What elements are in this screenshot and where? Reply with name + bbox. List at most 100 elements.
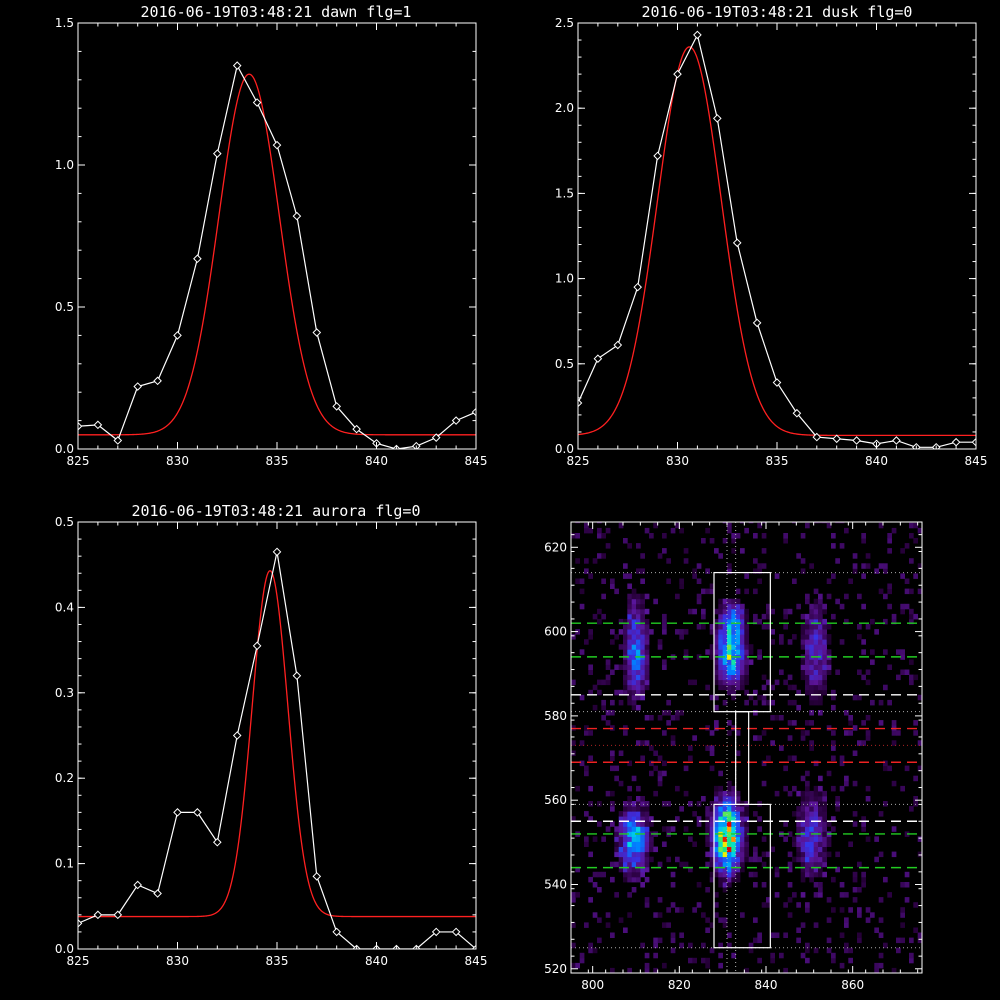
panel-3-heat-cell <box>800 841 806 847</box>
panel-3-heat-cell <box>831 876 836 883</box>
panel-3-heat-cell <box>722 826 728 832</box>
panel-3-heat-cell <box>636 841 641 847</box>
panel-3-heat-cell <box>640 664 645 670</box>
panel-3-heat-cell <box>610 639 615 645</box>
panel-3-heat-cell <box>709 841 715 847</box>
panel-3-heat-cell <box>657 770 663 777</box>
panel-3-heat-cell <box>822 836 827 842</box>
panel-3-heat-cell <box>753 533 758 539</box>
panel-3-heat-cell <box>813 806 819 812</box>
panel-3-heat-cell <box>917 937 922 944</box>
panel-3-heat-cell <box>731 669 736 675</box>
panel-3-heat-cell <box>800 856 806 863</box>
panel-3-heat-cell <box>718 664 723 670</box>
panel-3-heat-cell <box>757 937 762 944</box>
panel-3-heat-cell <box>640 578 645 584</box>
dusk-profile-panel: 2016-06-19T03:48:21 dusk flg=0 825 830 835… <box>555 3 988 468</box>
panel-3-heat-cell <box>809 613 814 620</box>
panel-3-heat-cell <box>584 522 589 529</box>
panel-3-heat-cell <box>623 674 628 681</box>
panel-3-heat-cell <box>740 811 745 817</box>
panel-3-heat-cell <box>818 679 823 686</box>
panel-3-heat-cell <box>757 568 762 574</box>
panel-3-heat-cell <box>740 841 745 847</box>
panel-3-heat-cell <box>670 527 676 534</box>
panel-3-heat-cell <box>813 871 819 878</box>
panel-3-heat-cell <box>796 790 801 797</box>
panel-3-heat-cell <box>848 715 853 721</box>
panel-3-heat-cell <box>597 608 602 615</box>
panel-3-heat-cell <box>623 669 628 675</box>
panel-3-heat-cell <box>796 856 801 863</box>
panel-0-data-point <box>133 382 143 391</box>
panel-3-heat-cell <box>774 573 780 579</box>
panel-3-heat-cell <box>852 553 858 559</box>
panel-3-heat-cell <box>813 861 819 868</box>
panel-3-heat-cell <box>644 806 650 812</box>
panel-3-heat-cell <box>592 912 598 918</box>
panel-3-heat-cell <box>696 624 702 630</box>
panel-3-heat-cell <box>627 659 632 665</box>
panel-3-heat-cell <box>584 922 589 928</box>
panel-3-heat-cell <box>861 882 866 888</box>
panel-3-heat-cell <box>727 527 732 534</box>
panel-3-heat-cell <box>727 882 732 888</box>
panel-3-heat-cell <box>597 887 602 893</box>
panel-3-heat-cell <box>744 856 749 863</box>
panel-3-heat-cell <box>644 967 650 973</box>
panel-3-heat-cell <box>766 851 771 858</box>
panel-3-heat-cell <box>735 674 741 681</box>
panel-3-heat-cell <box>610 750 615 756</box>
panel-3-heat-cell <box>909 533 914 539</box>
panel-3-heat-cell <box>666 710 671 716</box>
panel-3-heat-cell <box>844 593 849 600</box>
panel-3-heat-cell <box>878 720 884 726</box>
panel-3-heat-cell <box>653 790 658 797</box>
panel-3-heat-cell <box>631 629 637 635</box>
panel-2-xtick-label: 825 <box>67 954 90 968</box>
panel-3-heat-cell <box>818 649 823 655</box>
panel-3-heat-cell <box>796 851 801 858</box>
panel-3-heat-cell <box>636 821 641 827</box>
panel-3-heat-cell <box>917 563 922 569</box>
panel-3-heat-cell <box>688 801 693 807</box>
panel-3-heat-cell <box>601 593 606 600</box>
panel-3-heat-cell <box>631 816 637 822</box>
panel-3-heat-cell <box>748 644 754 650</box>
panel-3-heat-cell <box>588 527 593 534</box>
panel-3-heat-cell <box>787 699 793 706</box>
panel-3-heat-cell <box>874 836 879 842</box>
panel-3-heat-cell <box>796 603 801 610</box>
panel-3-heat-cell <box>623 684 628 691</box>
panel-3-heat-cell <box>735 730 741 736</box>
panel-3-heat-cell <box>727 649 732 655</box>
panel-3-heat-cell <box>614 841 619 847</box>
panel-3-heat-cell <box>913 720 918 726</box>
panel-3-heat-cell <box>900 785 905 792</box>
panel-3-heat-cell <box>592 836 598 842</box>
panel-3-heat-cell <box>705 568 710 574</box>
panel-3-heat-cell <box>783 967 788 973</box>
panel-3-heat-cell <box>796 806 801 812</box>
panel-0-data-point <box>173 331 182 340</box>
panel-3-heat-cell <box>627 871 632 878</box>
panel-3-heat-cell <box>757 654 762 660</box>
panel-3-ytick-label: 580 <box>544 709 567 723</box>
panel-3-heat-cell <box>813 669 819 675</box>
panel-3-heat-cell <box>731 639 736 645</box>
aurora-panel-title: 2016-06-19T03:48:21 aurora flg=0 <box>132 502 421 520</box>
panel-3-heat-cell <box>705 887 710 893</box>
panel-3-heat-cell <box>774 892 780 898</box>
panel-3-heat-cell <box>900 912 905 918</box>
panel-3-heat-cell <box>722 821 728 827</box>
panel-3-heat-cell <box>818 866 823 873</box>
panel-3-heat-cell <box>644 831 650 837</box>
panel-3-heat-cell <box>588 664 593 670</box>
panel-3-heat-cell <box>748 522 754 524</box>
panel-3-heat-cell <box>740 522 745 524</box>
panel-3-heat-cell <box>818 841 823 847</box>
panel-3-heat-cell <box>731 856 736 863</box>
panel-3-heat-cell <box>679 907 684 913</box>
panel-3-heat-cell <box>744 669 749 675</box>
panel-3-heat-cell <box>779 715 784 721</box>
